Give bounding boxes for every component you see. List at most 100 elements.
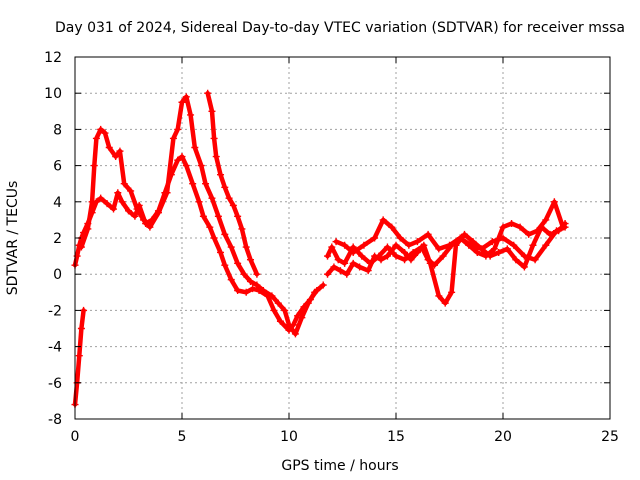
data-point (163, 189, 171, 197)
data-point (212, 153, 220, 161)
data-point (379, 216, 387, 224)
data-point (90, 162, 98, 170)
data-point (405, 241, 413, 249)
data-point (197, 162, 205, 170)
data-point (441, 299, 449, 307)
data-point (542, 241, 550, 249)
data-point (84, 225, 92, 233)
data-point (490, 245, 498, 253)
data-point (495, 248, 503, 256)
data-point (169, 134, 177, 142)
data-point (146, 223, 154, 231)
data-point (525, 230, 533, 238)
data-point (105, 144, 113, 151)
data-point (221, 261, 229, 269)
data-point (349, 259, 357, 267)
x-tick-labels: 0 5 10 15 20 25 (71, 429, 619, 445)
y-tick-label: -4 (48, 340, 62, 356)
data-point (182, 162, 190, 170)
x-tick-label: 25 (601, 429, 619, 445)
data-point (439, 252, 447, 260)
data-point (189, 180, 197, 188)
data-point (131, 212, 139, 220)
data-point (174, 156, 182, 164)
data-point (364, 267, 372, 275)
data-point (217, 248, 225, 256)
data-point (285, 321, 293, 329)
data-point (195, 198, 203, 206)
data-point (334, 256, 342, 264)
data-point (187, 111, 195, 119)
data-point (448, 288, 456, 296)
data-point (336, 267, 344, 275)
data-point (110, 205, 118, 213)
y-tick-label: -2 (48, 303, 62, 319)
axis-ticks (74, 56, 611, 420)
data-point (371, 234, 379, 242)
data-point (330, 263, 338, 271)
data-point (154, 209, 162, 217)
data-point (529, 241, 537, 249)
data-point (510, 241, 518, 249)
data-point (97, 125, 105, 133)
data-point (542, 216, 550, 224)
series-E-line (325, 199, 566, 268)
data-point (324, 270, 332, 278)
data-point (281, 306, 289, 314)
data-point (246, 277, 254, 285)
y-tick-label: -8 (48, 412, 62, 428)
data-point (520, 252, 528, 260)
data-point (499, 234, 507, 242)
data-point (328, 243, 336, 251)
data-point (210, 134, 218, 142)
data-point (388, 223, 396, 231)
data-point (356, 263, 364, 271)
data-point (103, 200, 111, 208)
data-point (383, 243, 391, 251)
data-point (561, 223, 569, 231)
data-point (341, 241, 349, 249)
data-series (71, 89, 569, 409)
series-A-line (72, 154, 326, 333)
data-point (550, 198, 558, 206)
data-point (234, 212, 242, 220)
x-axis-label: GPS time / hours (281, 458, 398, 474)
data-point (413, 238, 421, 246)
x-tick-label: 5 (178, 429, 187, 445)
data-point (499, 223, 507, 231)
data-point (304, 299, 312, 307)
data-point (516, 223, 524, 231)
data-point (77, 325, 85, 332)
data-point (118, 198, 126, 206)
data-point (208, 107, 216, 115)
data-point (401, 248, 409, 256)
data-point (199, 212, 207, 220)
data-point (456, 234, 464, 242)
series-B-line (79, 94, 317, 337)
data-point (242, 243, 250, 251)
data-point (133, 205, 141, 213)
data-point (358, 252, 366, 260)
data-point (343, 270, 351, 278)
data-point (420, 241, 428, 249)
y-tick-label: -6 (48, 376, 62, 392)
x-tick-label: 0 (71, 429, 80, 445)
data-point (276, 317, 284, 325)
data-point (298, 314, 306, 322)
data-point (80, 306, 88, 314)
data-point (486, 252, 494, 260)
data-point (88, 198, 96, 206)
data-point (274, 299, 282, 307)
data-point (319, 281, 327, 289)
data-point (208, 194, 216, 202)
x-tick-label: 10 (280, 429, 298, 445)
data-point (238, 225, 246, 233)
data-point (234, 259, 242, 267)
data-point (204, 89, 212, 97)
y-tick-label: 4 (53, 195, 62, 211)
data-point (291, 330, 299, 338)
data-point (253, 270, 261, 278)
data-point (332, 238, 340, 246)
data-point (127, 187, 135, 195)
y-tick-label: 10 (44, 86, 62, 102)
